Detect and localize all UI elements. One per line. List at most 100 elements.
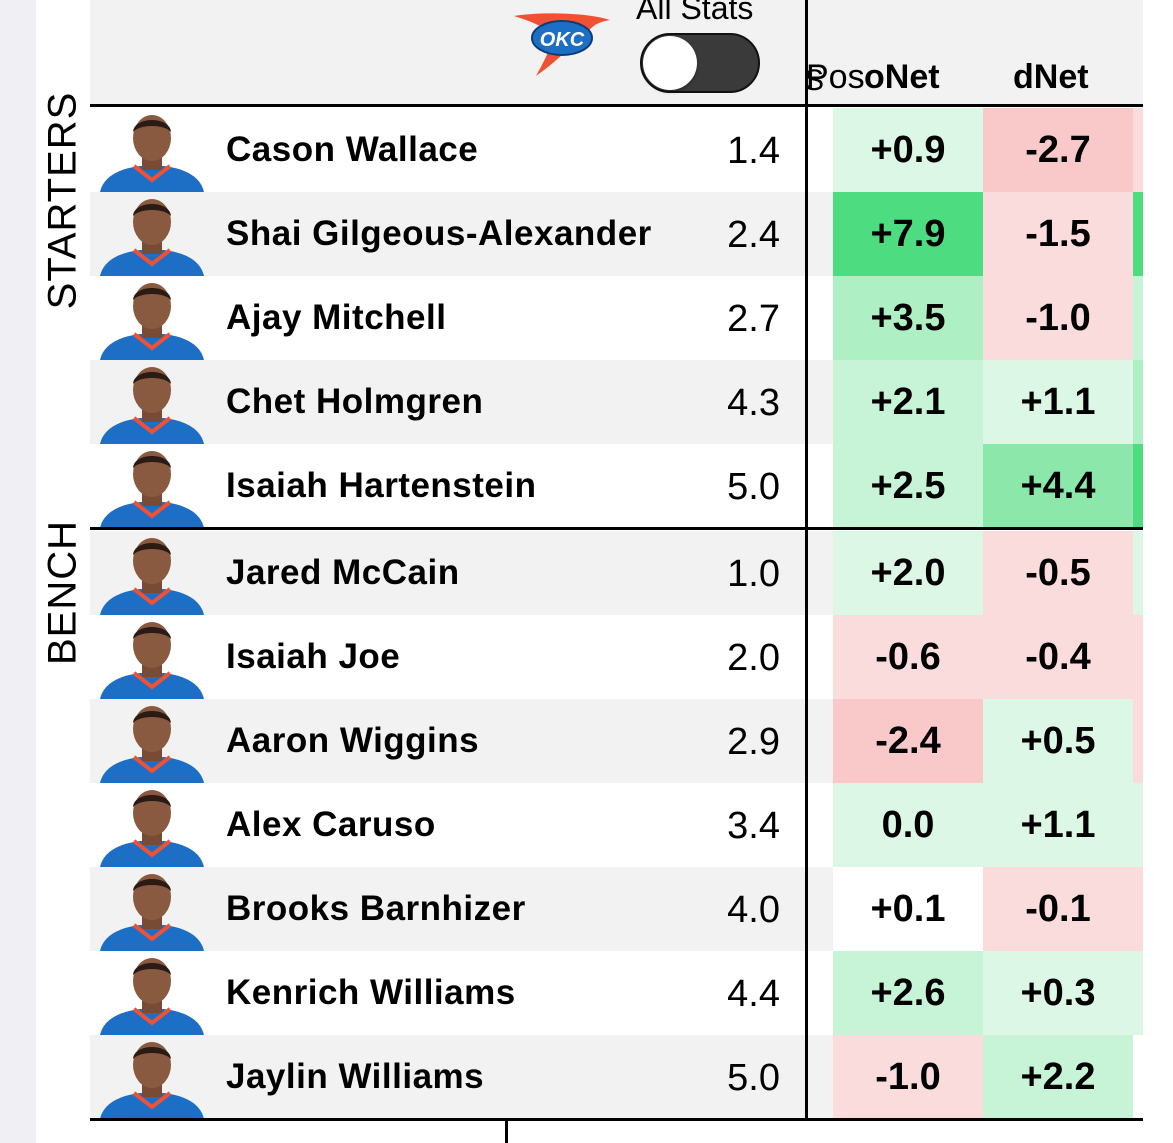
next-column-edge [1133, 699, 1143, 783]
table-row[interactable]: Shai Gilgeous-Alexander 2.4 +7.9 -1.5 [90, 192, 1143, 276]
dnet-cell: +1.1 [983, 783, 1133, 867]
player-position: 4.0 [727, 889, 780, 931]
table-footer [90, 1121, 1143, 1143]
next-column-edge [1133, 951, 1143, 1035]
player-avatar-icon [100, 622, 204, 699]
player-position: 4.3 [727, 382, 780, 424]
player-position: 1.0 [727, 553, 780, 595]
table-row[interactable]: Alex Caruso 3.4 0.0 +1.1 [90, 783, 1143, 867]
player-avatar-icon [100, 706, 204, 783]
player-position: 4.4 [727, 973, 780, 1015]
player-name: Kenrich Williams [226, 973, 516, 1012]
dnet-cell: +1.1 [983, 360, 1133, 444]
group-label-column: STARTERS BENCH [36, 0, 90, 1143]
column-divider [805, 0, 808, 1120]
onet-cell: -2.4 [833, 699, 983, 783]
table-row[interactable]: Brooks Barnhizer 4.0 +0.1 -0.1 [90, 867, 1143, 951]
player-position: 2.4 [727, 214, 780, 256]
next-column-edge [1133, 108, 1143, 192]
dnet-cell: +0.3 [983, 951, 1133, 1035]
header-divider [90, 104, 1143, 107]
group-divider [90, 527, 1143, 530]
bench-label: BENCH [40, 519, 85, 666]
player-name: Alex Caruso [226, 805, 436, 844]
player-name: Aaron Wiggins [226, 721, 480, 760]
dnet-cell: +2.2 [983, 1035, 1133, 1119]
player-avatar-icon [100, 1042, 204, 1119]
next-column-edge [1133, 783, 1143, 867]
player-name: Brooks Barnhizer [226, 889, 526, 928]
next-column-edge [1133, 531, 1143, 615]
dnet-cell: -0.5 [983, 531, 1133, 615]
table-row[interactable]: Ajay Mitchell 2.7 +3.5 -1.0 [90, 276, 1143, 360]
dnet-cell: -2.7 [983, 108, 1133, 192]
player-avatar-icon [100, 790, 204, 867]
next-column-edge [1133, 192, 1143, 276]
player-avatar-icon [100, 874, 204, 951]
player-avatar-icon [100, 451, 204, 528]
player-avatar-icon [100, 538, 204, 615]
next-column-edge [1133, 615, 1143, 699]
player-avatar-icon [100, 199, 204, 276]
toggle-knob[interactable] [643, 36, 697, 90]
dnet-cell: +4.4 [983, 444, 1133, 528]
onet-cell: +7.9 [833, 192, 983, 276]
onet-cell: -1.0 [833, 1035, 983, 1119]
player-name: Isaiah Hartenstein [226, 466, 537, 505]
svg-text:OKC: OKC [540, 29, 585, 51]
dnet-column-header[interactable]: dNet [1013, 58, 1089, 96]
player-avatar-icon [100, 115, 204, 192]
onet-cell: +2.1 [833, 360, 983, 444]
onet-cell: +2.6 [833, 951, 983, 1035]
next-column-edge [1133, 276, 1143, 360]
starters-label: STARTERS [40, 91, 85, 310]
player-position: 5.0 [727, 1057, 780, 1099]
all-stats-toggle[interactable] [640, 33, 760, 93]
next-column-edge [1133, 444, 1143, 528]
table-row[interactable]: Chet Holmgren 4.3 +2.1 +1.1 [90, 360, 1143, 444]
toggle-caption: All Stats [636, 0, 754, 26]
hidden-column-fragment: S [804, 64, 825, 97]
table-header: OKC All Stats Pos S oNet dNet [90, 0, 1143, 106]
onet-cell: -0.6 [833, 615, 983, 699]
dnet-cell: -1.5 [983, 192, 1133, 276]
player-name: Isaiah Joe [226, 637, 401, 676]
table-row[interactable]: Jaylin Williams 5.0 -1.0 +2.2 [90, 1035, 1143, 1119]
table-row[interactable]: Isaiah Joe 2.0 -0.6 -0.4 [90, 615, 1143, 699]
player-name: Shai Gilgeous-Alexander [226, 214, 652, 253]
dnet-cell: -0.4 [983, 615, 1133, 699]
player-avatar-icon [100, 958, 204, 1035]
player-position: 3.4 [727, 805, 780, 847]
player-name: Jaylin Williams [226, 1057, 485, 1096]
dnet-cell: +0.5 [983, 699, 1133, 783]
player-position: 2.9 [727, 721, 780, 763]
footer-divider [505, 1120, 508, 1143]
onet-cell: +2.0 [833, 531, 983, 615]
onet-cell: +3.5 [833, 276, 983, 360]
table-bottom-divider [90, 1118, 1143, 1121]
next-column-edge [1133, 867, 1143, 951]
player-name: Jared McCain [226, 553, 460, 592]
table-row[interactable]: Aaron Wiggins 2.9 -2.4 +0.5 [90, 699, 1143, 783]
player-position: 2.0 [727, 637, 780, 679]
pos-column-header[interactable]: Pos [806, 58, 865, 96]
onet-cell: +0.9 [833, 108, 983, 192]
dnet-cell: -1.0 [983, 276, 1133, 360]
table-row[interactable]: Kenrich Williams 4.4 +2.6 +0.3 [90, 951, 1143, 1035]
onet-cell: 0.0 [833, 783, 983, 867]
table-row[interactable]: Jared McCain 1.0 +2.0 -0.5 [90, 531, 1143, 615]
table-row[interactable]: Cason Wallace 1.4 +0.9 -2.7 [90, 108, 1143, 192]
dnet-cell: -0.1 [983, 867, 1133, 951]
onet-cell: +0.1 [833, 867, 983, 951]
player-name: Cason Wallace [226, 130, 479, 169]
player-avatar-icon [100, 283, 204, 360]
player-position: 5.0 [727, 466, 780, 508]
player-name: Chet Holmgren [226, 382, 484, 421]
next-column-edge [1133, 360, 1143, 444]
onet-cell: +2.5 [833, 444, 983, 528]
player-position: 1.4 [727, 130, 780, 172]
onet-column-header[interactable]: oNet [864, 58, 940, 96]
next-column-edge [1133, 1035, 1143, 1119]
player-position: 2.7 [727, 298, 780, 340]
table-row[interactable]: Isaiah Hartenstein 5.0 +2.5 +4.4 [90, 444, 1143, 528]
